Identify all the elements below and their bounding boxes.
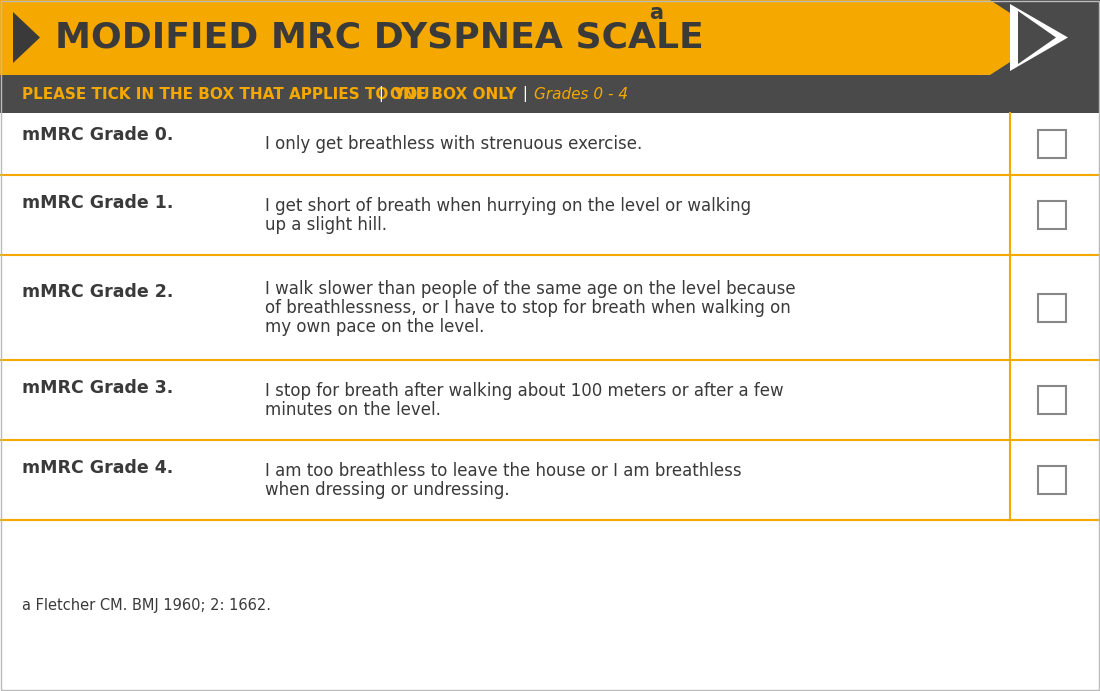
Bar (1038, 294, 1066, 321)
Bar (0, 520, 1100, 691)
Bar (0, 255, 1100, 360)
Text: of breathlessness, or I have to stop for breath when walking on: of breathlessness, or I have to stop for… (265, 299, 791, 316)
Polygon shape (990, 0, 1100, 75)
Bar (1038, 201, 1066, 229)
Bar (0, 113, 1100, 175)
Text: I stop for breath after walking about 100 meters or after a few: I stop for breath after walking about 10… (265, 381, 783, 399)
Bar (0, 75, 1100, 113)
Polygon shape (1018, 11, 1056, 64)
Bar (1038, 466, 1066, 494)
Text: |: | (374, 86, 389, 102)
Text: |: | (518, 86, 532, 102)
Text: a Fletcher CM. BMJ 1960; 2: 1662.: a Fletcher CM. BMJ 1960; 2: 1662. (22, 598, 271, 613)
Bar (0, 360, 1100, 440)
Polygon shape (990, 0, 1048, 75)
Text: my own pace on the level.: my own pace on the level. (265, 317, 484, 336)
Text: Grades 0 - 4: Grades 0 - 4 (534, 86, 628, 102)
Text: I walk slower than people of the same age on the level because: I walk slower than people of the same ag… (265, 279, 795, 298)
Bar (0, 0, 1100, 75)
Text: I get short of breath when hurrying on the level or walking: I get short of breath when hurrying on t… (265, 196, 751, 214)
Bar (0, 175, 1100, 255)
Text: up a slight hill.: up a slight hill. (265, 216, 387, 234)
Text: MODIFIED MRC DYSPNEA SCALE: MODIFIED MRC DYSPNEA SCALE (55, 21, 704, 55)
Text: mMRC Grade 2.: mMRC Grade 2. (22, 283, 174, 301)
Bar (1038, 386, 1066, 414)
Text: mMRC Grade 1.: mMRC Grade 1. (22, 194, 174, 212)
Text: ONE BOX ONLY: ONE BOX ONLY (390, 86, 517, 102)
Polygon shape (1010, 4, 1068, 71)
Text: mMRC Grade 3.: mMRC Grade 3. (22, 379, 174, 397)
Text: a: a (649, 3, 663, 23)
Polygon shape (13, 12, 40, 63)
Text: PLEASE TICK IN THE BOX THAT APPLIES TO YOU: PLEASE TICK IN THE BOX THAT APPLIES TO Y… (22, 86, 430, 102)
Bar (0, 440, 1100, 520)
Text: when dressing or undressing.: when dressing or undressing. (265, 480, 509, 498)
Text: mMRC Grade 0.: mMRC Grade 0. (22, 126, 174, 144)
Text: minutes on the level.: minutes on the level. (265, 401, 441, 419)
Text: mMRC Grade 4.: mMRC Grade 4. (22, 459, 174, 477)
Text: I am too breathless to leave the house or I am breathless: I am too breathless to leave the house o… (265, 462, 741, 480)
Bar (1038, 130, 1066, 158)
Text: I only get breathless with strenuous exercise.: I only get breathless with strenuous exe… (265, 135, 642, 153)
